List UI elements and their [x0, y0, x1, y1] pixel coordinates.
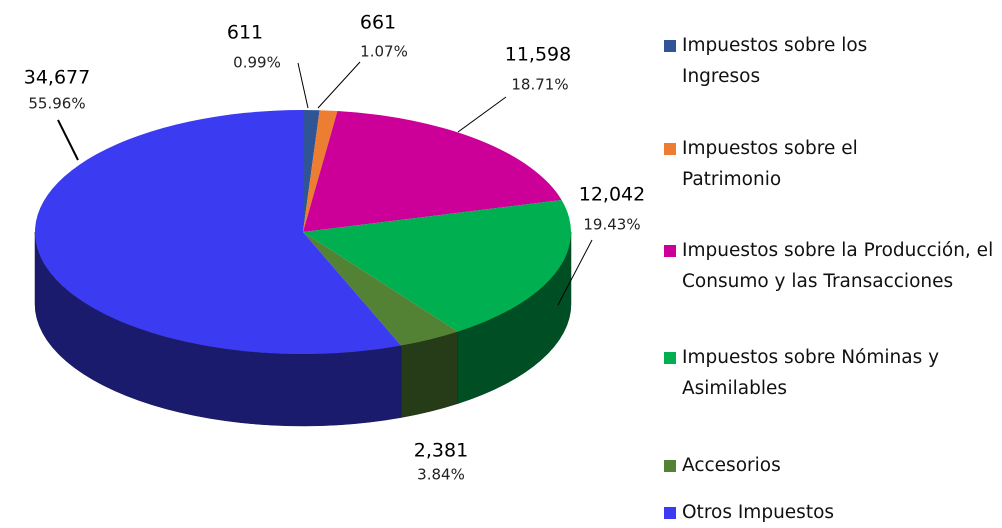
legend-label: Impuestos sobre los Ingresos [682, 35, 868, 87]
legend-swatch [664, 460, 676, 472]
legend-label: Impuestos sobre el Patrimonio [682, 138, 858, 190]
data-label: 661 [360, 12, 396, 34]
legend-item: Impuestos sobre Nóminas y Asimilables [664, 342, 984, 404]
slice [303, 199, 571, 332]
data-label: 2,381 [414, 440, 468, 462]
percentage-label: 3.84% [417, 466, 465, 484]
slice [303, 232, 458, 346]
data-label: 34,677 [24, 67, 90, 89]
percentage-label: 55.96% [28, 95, 85, 113]
leader-line [317, 61, 361, 109]
leader-line [457, 96, 507, 133]
chart: 611 0.99% 661 1.07% 11,598 18.71% 12,042 19.43%… [24, 12, 645, 484]
legend-item: Impuestos sobre los Ingresos [664, 30, 904, 92]
legend-item: Impuestos sobre el Patrimonio [664, 133, 904, 195]
slice [303, 110, 320, 232]
data-label: 12,042 [579, 184, 645, 206]
legend-label: Impuestos sobre la Producción, el Consum… [682, 240, 994, 292]
legend-label: Impuestos sobre Nóminas y Asimilables [682, 347, 940, 399]
legend-swatch [664, 507, 676, 519]
percentage-label: 19.43% [583, 216, 640, 234]
slice [34, 110, 401, 354]
legend-swatch [664, 143, 676, 155]
legend-label: Otros Impuestos [682, 502, 835, 523]
leader-line [57, 119, 79, 161]
legend-swatch [664, 40, 676, 52]
percentage-label: 0.99% [233, 54, 281, 72]
slice-side [400, 331, 459, 418]
legend-swatch [664, 352, 676, 364]
leader-line [297, 62, 309, 109]
legend-item: Impuestos sobre la Producción, el Consum… [664, 235, 994, 297]
data-label: 611 [227, 22, 263, 44]
legend-item: Otros Impuestos [664, 497, 984, 528]
percentage-label: 18.71% [511, 76, 568, 94]
slice-side [34, 231, 402, 427]
slice [303, 111, 562, 232]
legend-label: Accesorios [682, 455, 781, 476]
data-label: 11,598 [505, 44, 571, 66]
legend-item: Accesorios [664, 450, 984, 481]
percentage-label: 1.07% [360, 43, 408, 61]
slice [303, 110, 338, 232]
legend-swatch [664, 245, 676, 257]
leader-line [557, 239, 593, 306]
legend: Impuestos sobre los Ingresos Impuestos so… [664, 0, 1002, 524]
